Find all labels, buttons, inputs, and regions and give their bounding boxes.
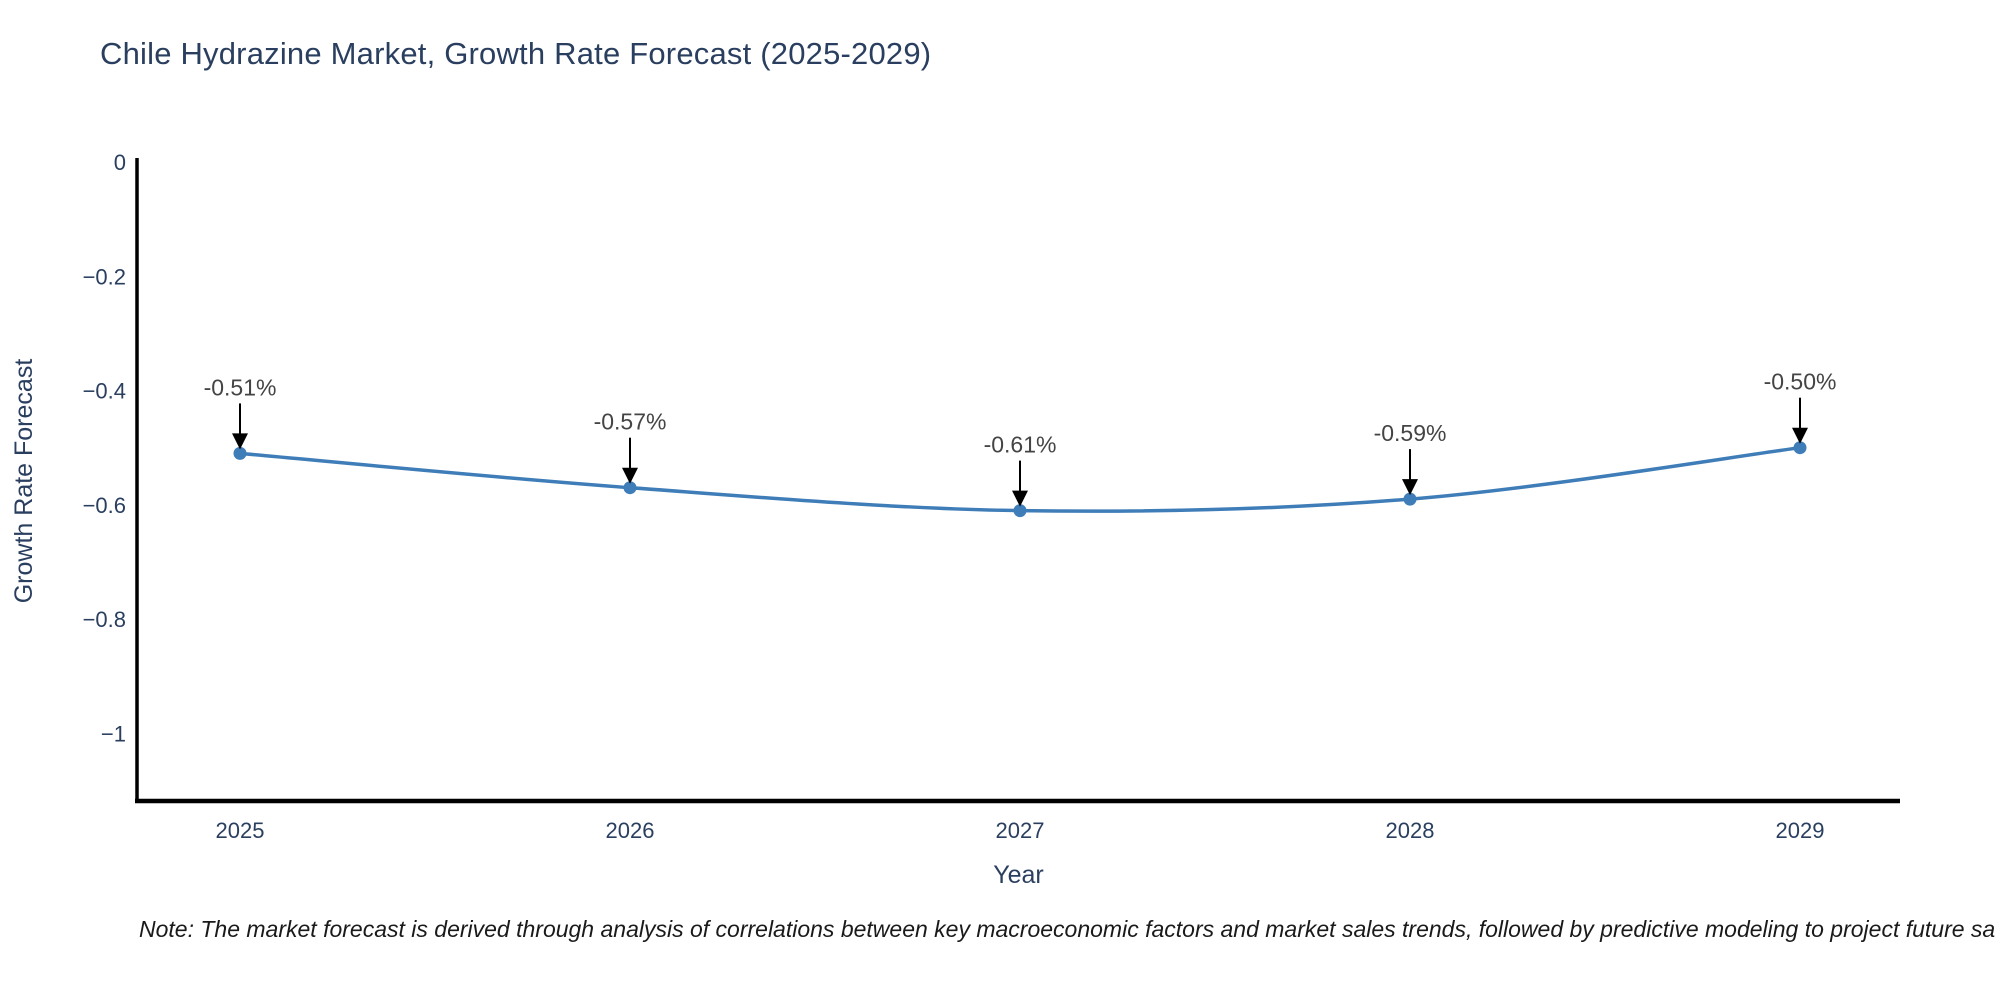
y-tick-label: −0.6 — [83, 493, 126, 518]
annotation-arrow-head — [1792, 427, 1808, 444]
data-point-marker[interactable] — [1793, 441, 1807, 455]
footnote: Note: The market forecast is derived thr… — [139, 916, 1996, 942]
x-tick-label: 2025 — [216, 818, 265, 843]
data-point-marker[interactable] — [623, 481, 637, 495]
x-tick-label: 2027 — [996, 818, 1045, 843]
y-axis-title: Growth Rate Forecast — [10, 359, 38, 604]
annotation-arrow-head — [1402, 479, 1418, 496]
data-point-annotation: -0.59% — [1374, 420, 1447, 446]
data-point-annotation: -0.50% — [1764, 369, 1837, 395]
x-tick-label: 2026 — [606, 818, 655, 843]
data-point-annotation: -0.51% — [204, 374, 277, 400]
data-point-marker[interactable] — [1013, 504, 1027, 518]
x-tick-label: 2029 — [1776, 818, 1825, 843]
annotation-arrow-head — [622, 467, 638, 484]
data-point-annotation: -0.61% — [984, 432, 1057, 458]
chart-title: Chile Hydrazine Market, Growth Rate Fore… — [100, 36, 932, 71]
y-tick-label: −0.2 — [83, 264, 126, 289]
annotation-arrow-head — [232, 433, 248, 450]
y-tick-label: −0.4 — [83, 379, 126, 404]
y-tick-label: −1 — [101, 721, 126, 746]
data-point-marker[interactable] — [1403, 492, 1417, 506]
annotation-arrow-head — [1012, 490, 1028, 507]
data-point-annotation: -0.57% — [594, 409, 667, 435]
data-point-marker[interactable] — [233, 446, 247, 460]
y-tick-label: −0.8 — [83, 607, 126, 632]
x-tick-label: 2028 — [1386, 818, 1435, 843]
x-axis-title: Year — [993, 861, 1044, 889]
y-tick-label: 0 — [114, 150, 126, 175]
